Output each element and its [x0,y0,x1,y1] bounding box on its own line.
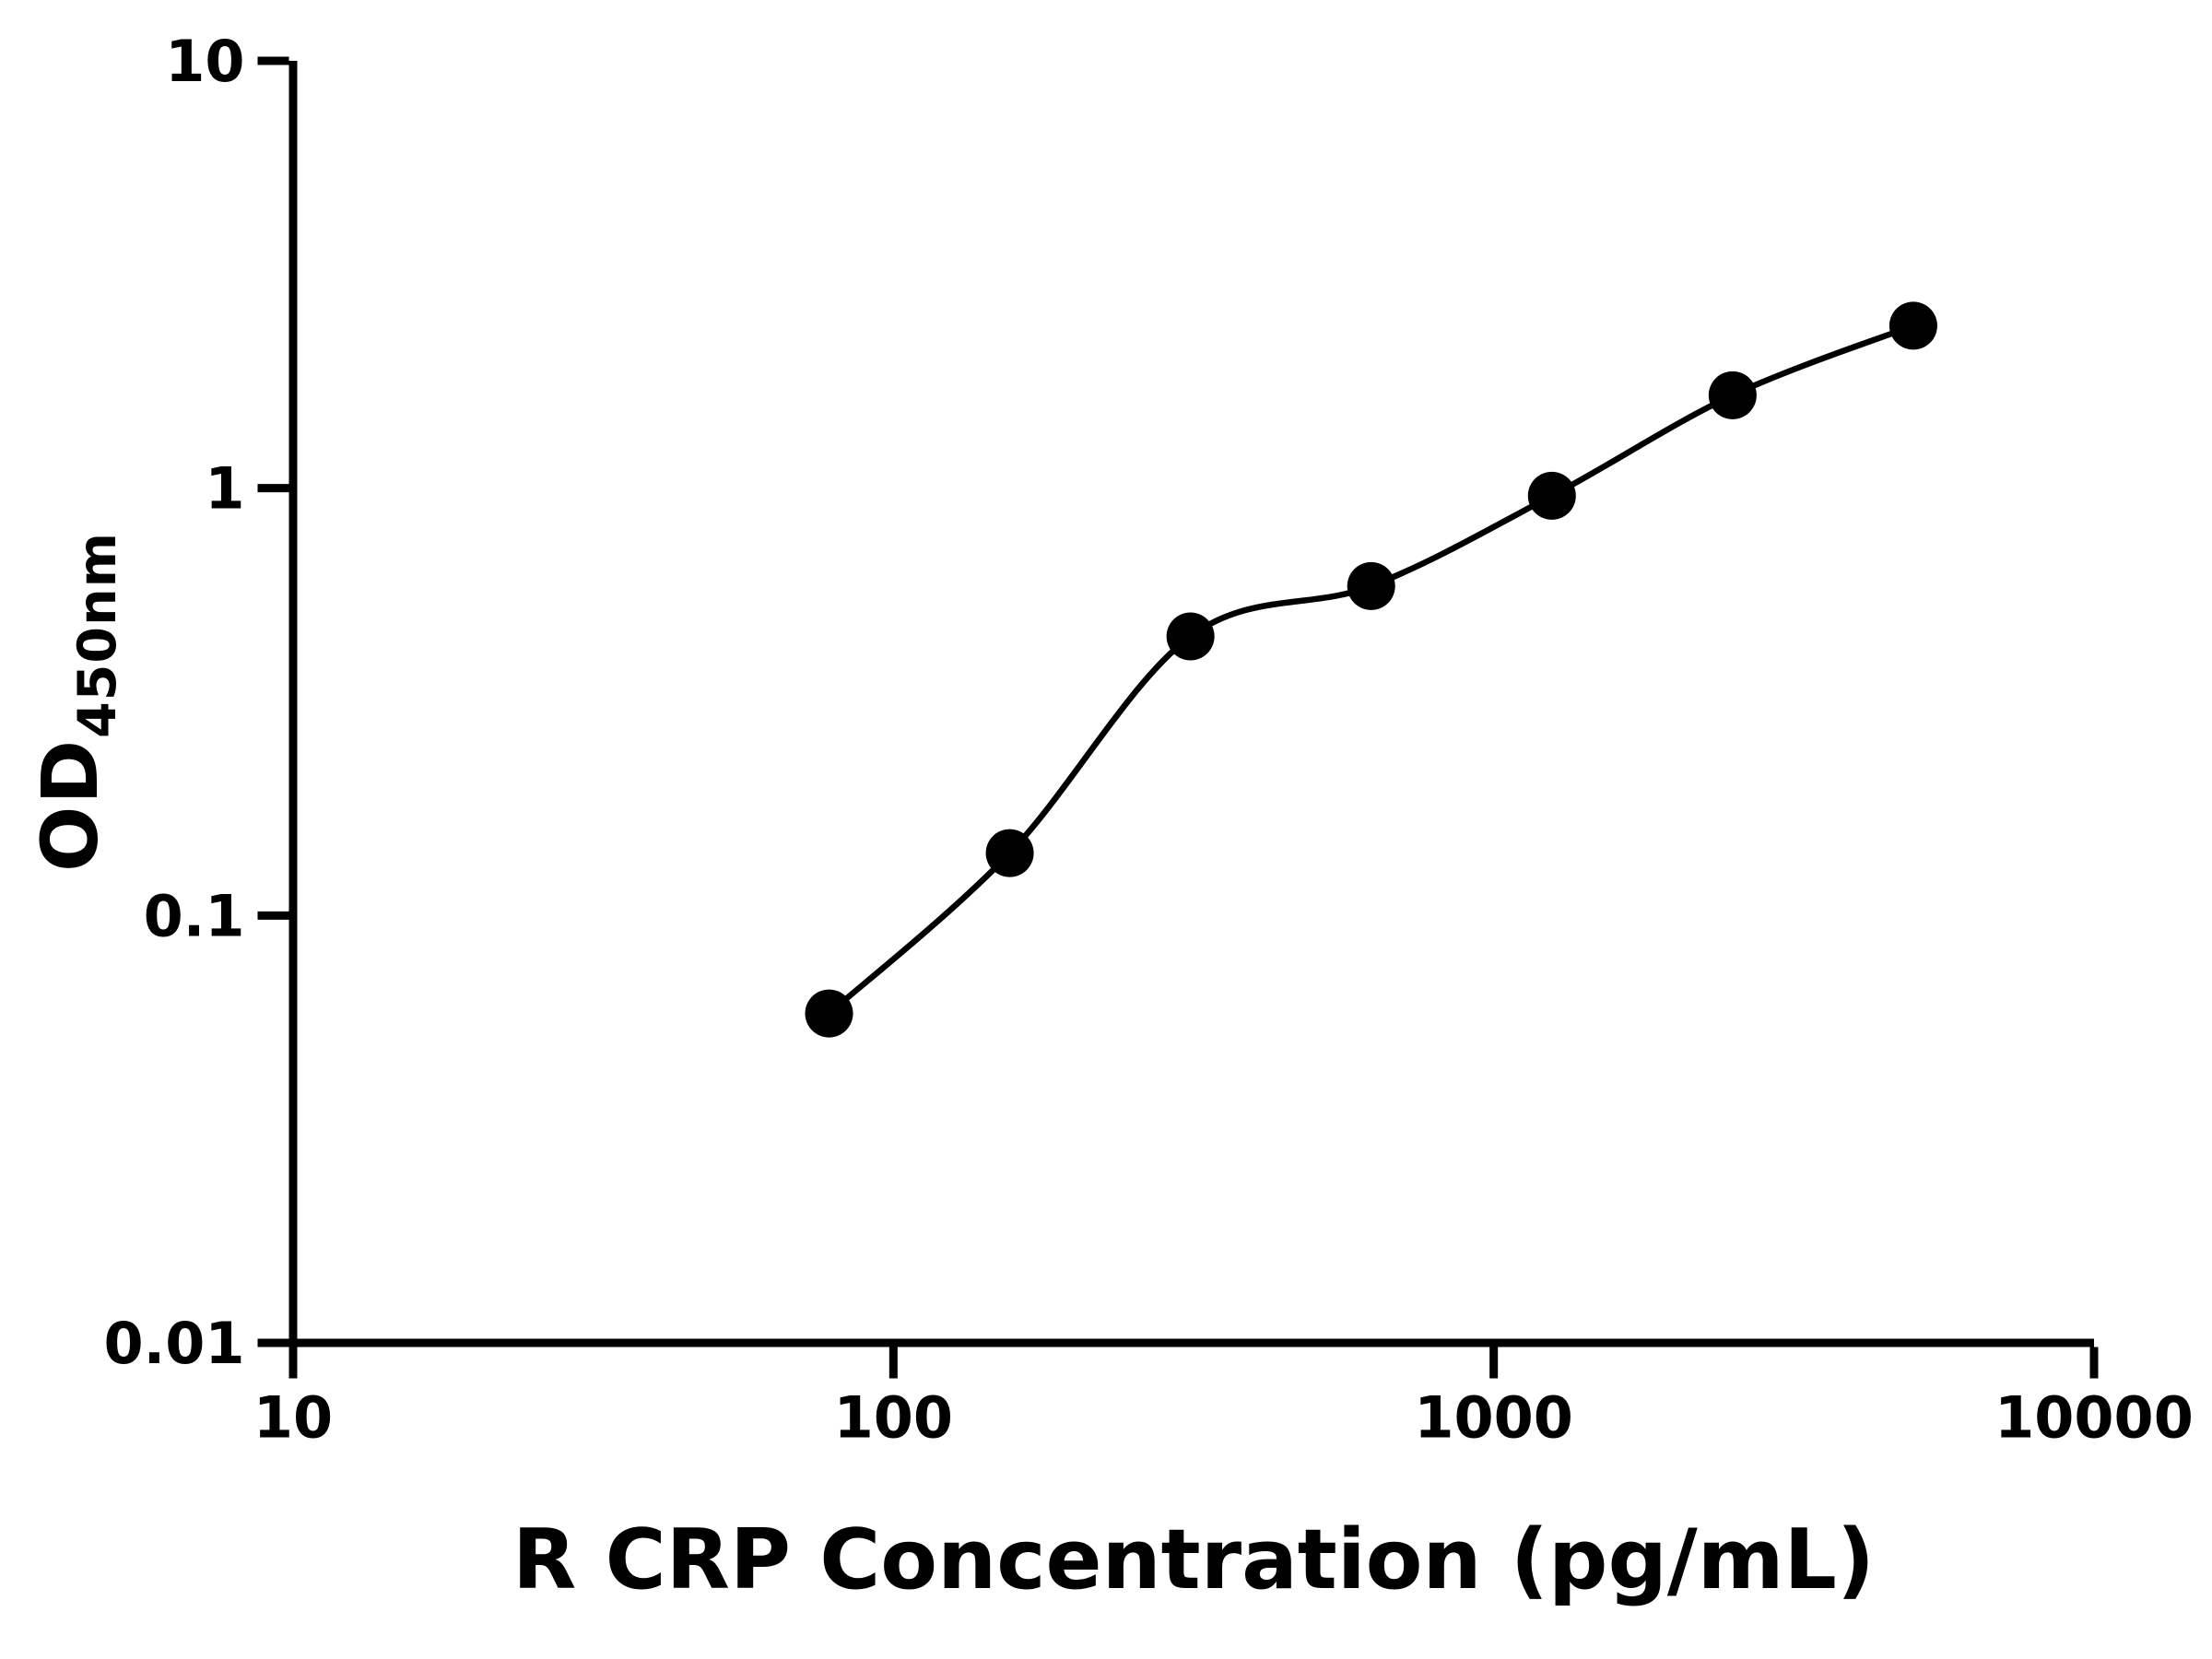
x-tick-label: 100 [834,1384,953,1452]
data-point [805,989,853,1038]
y-tick-label: 1 [205,455,244,523]
y-axis-title-main: OD [25,737,116,873]
y-tick-label: 10 [165,28,244,95]
data-point [1166,612,1215,661]
y-tick-label: 0.01 [104,1310,245,1377]
y-axis-title-text: OD450nm [26,532,129,872]
data-point [1888,301,1937,350]
x-tick-label: 1000 [1414,1384,1573,1452]
data-point [1347,561,1395,610]
x-tick-label: 10000 [1994,1384,2194,1452]
y-tick-label: 0.1 [144,882,245,949]
x-axis-title: R CRP Concentration (pg/mL) [512,1512,1876,1608]
y-axis-title-sub: 450nm [67,531,129,738]
fit-curve [827,323,1915,1017]
y-axis-title: OD450nm [9,61,147,1343]
data-point [1708,371,1757,419]
x-tick-label: 10 [253,1384,333,1452]
data-point [985,829,1034,877]
data-point [1527,471,1576,520]
